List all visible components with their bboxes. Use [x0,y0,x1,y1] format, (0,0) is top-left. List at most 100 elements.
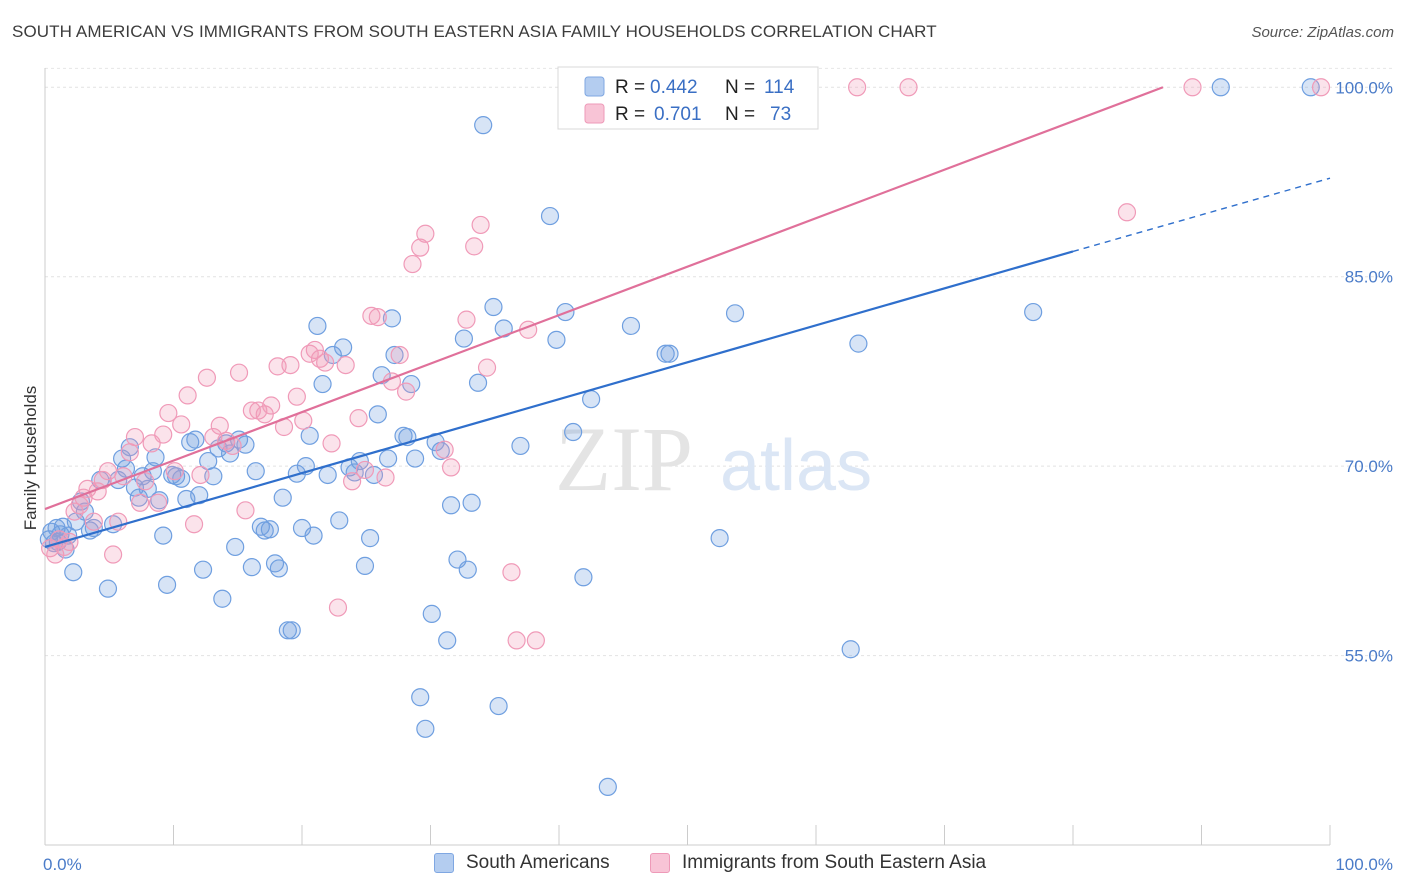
point-immigrant-sea [159,403,178,423]
trend-line-south-americans [44,250,1074,549]
point-south-american [355,556,375,575]
point-immigrant-sea [411,238,430,257]
point-south-american [474,116,493,135]
point-south-american [385,345,404,365]
y-tick-label: 70.0% [1345,457,1393,476]
point-immigrant-sea [287,387,306,406]
point-south-american [454,329,474,348]
point-south-american [849,334,868,353]
point-immigrant-sea [130,493,150,512]
y-tick-label: 55.0% [1345,647,1393,666]
point-immigrant-sea [1117,203,1137,222]
point-south-american [226,537,245,557]
point-south-american [186,430,205,449]
point-south-american [204,467,223,486]
point-south-american [157,575,177,594]
x-tick-labels: 0.0% 100.0% [43,855,1393,874]
correlation-legend: R = 0.442 N = 114 R = 0.701 N = 73 [557,66,819,130]
point-immigrant-sea [899,78,918,97]
point-immigrant-sea [172,415,191,434]
point-south-american [1211,78,1230,97]
point-south-american [313,374,332,394]
point-south-american [564,422,583,442]
point-immigrant-sea [435,440,454,459]
point-immigrant-sea [507,631,526,650]
point-immigrant-sea [349,409,368,428]
point-immigrant-sea [390,345,409,365]
point-immigrant-sea [229,363,249,382]
y-tick-label: 100.0% [1335,78,1393,97]
legend-swatch-blue [584,76,605,97]
point-immigrant-sea [355,460,375,480]
legend-n-label-2: N = [725,104,755,125]
point-south-american [300,426,319,445]
chart-title: SOUTH AMERICAN VS IMMIGRANTS FROM SOUTH … [12,22,937,41]
legend-item-south-americans[interactable]: South Americans [434,852,610,874]
point-south-american [441,496,461,515]
point-south-american [416,719,435,738]
point-south-american [378,449,398,468]
legend-label-immigrants-sea: Immigrants from South Eastern Asia [682,852,987,873]
point-immigrant-sea [477,358,497,377]
point-south-american [1024,302,1043,322]
point-south-american [511,436,530,456]
x-tick-label: 0.0% [43,855,82,874]
point-south-american [246,462,265,481]
point-south-american [540,206,560,226]
legend-r-value-2: 0.701 [654,104,702,125]
legend-n-label-1: N = [725,77,755,98]
point-immigrant-sea [471,215,490,235]
point-south-american [236,435,255,454]
point-south-american [334,338,353,357]
swatch-south-americans [434,853,454,873]
watermark: ZIP atlas [555,408,872,510]
point-south-american [361,529,380,548]
point-immigrant-sea [362,306,381,325]
point-immigrant-sea [1183,78,1202,97]
point-immigrant-sea [136,472,155,491]
point-immigrant-sea [848,78,867,97]
point-immigrant-sea [236,501,255,520]
point-south-american [656,344,675,363]
legend-item-immigrants-sea[interactable]: Immigrants from South Eastern Asia [650,852,986,874]
point-south-american [382,309,402,328]
point-immigrant-sea [416,224,435,243]
point-immigrant-sea [322,434,341,453]
point-immigrant-sea [191,465,210,485]
point-south-american [462,493,481,512]
point-immigrant-sea [210,416,229,435]
point-south-american [172,469,191,488]
point-immigrant-sea [457,310,476,329]
point-immigrant-sea [148,493,168,512]
y-tick-label: 85.0% [1345,268,1393,287]
point-south-american [841,640,860,659]
point-south-american [282,621,301,640]
x-tick-label: 100.0% [1335,855,1393,874]
point-south-american [269,559,288,578]
point-south-american [308,316,327,336]
point-south-american [193,560,213,579]
point-south-american [411,688,430,707]
legend-r-label-1: R = [615,77,645,98]
point-immigrant-sea [184,515,204,534]
point-south-american [304,526,323,545]
swatch-immigrants-sea [650,853,670,873]
legend-n-value-2: 73 [770,104,791,125]
point-immigrant-sea [93,470,112,490]
axes [44,68,1331,846]
watermark-atlas: atlas [720,426,872,506]
point-immigrant-sea [305,340,324,360]
point-south-american [468,373,488,392]
point-immigrant-sea [441,458,461,477]
legend-n-value-1: 114 [764,77,795,98]
point-south-american [405,449,425,468]
point-immigrant-sea [98,462,118,481]
point-immigrant-sea [262,396,281,415]
point-south-american [181,433,200,452]
point-immigrant-sea [502,563,521,582]
point-immigrant-sea [403,254,422,274]
point-south-american [598,777,617,797]
point-south-american [458,560,477,579]
point-south-american [98,579,118,598]
